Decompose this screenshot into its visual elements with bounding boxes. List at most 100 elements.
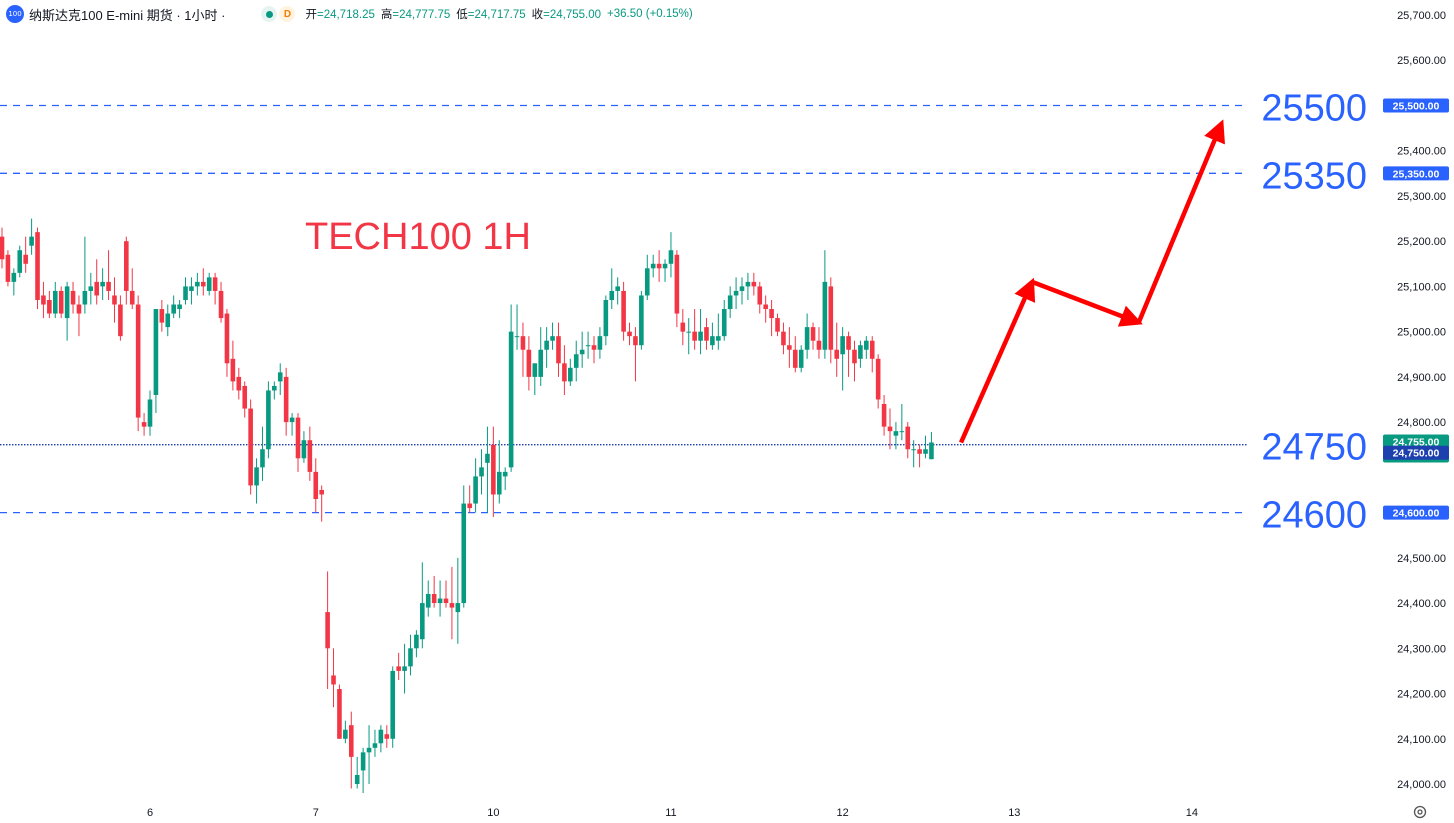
candle xyxy=(408,634,413,676)
candle xyxy=(864,336,869,359)
projection-arrows xyxy=(958,119,1225,444)
candle-body xyxy=(159,309,165,323)
chart-header: 100 纳斯达克100 E-mini 期货 · 1小时 · D 开=24,718… xyxy=(0,0,1380,28)
candle-body xyxy=(692,331,697,341)
candle xyxy=(283,367,289,436)
candle xyxy=(550,322,555,350)
candle xyxy=(781,322,786,355)
candle-body xyxy=(727,295,733,310)
projection-arrow xyxy=(958,277,1036,444)
level-tag-25350-text: 25,350.00 xyxy=(1393,168,1440,180)
candle-body xyxy=(520,336,526,350)
y-tick-label: 24,000.00 xyxy=(1397,779,1446,791)
candle xyxy=(514,304,520,350)
candle xyxy=(508,304,514,472)
level-tag-24600: 24,600.00 xyxy=(1383,505,1449,520)
candle-body xyxy=(496,471,502,495)
candle-body xyxy=(301,440,307,459)
candle xyxy=(135,295,141,432)
candle xyxy=(698,309,703,355)
candle xyxy=(615,277,620,305)
candle xyxy=(129,268,135,310)
candle xyxy=(242,381,248,418)
status-indicators: D xyxy=(261,6,297,22)
candle-body xyxy=(11,272,17,282)
candle xyxy=(437,580,443,617)
candle xyxy=(692,309,697,350)
candle-body xyxy=(804,327,810,350)
candle-body xyxy=(153,309,159,395)
level-label-25350: 25350 xyxy=(1261,155,1367,197)
market-open-indicator[interactable] xyxy=(261,6,278,22)
level-label-24750: 24750 xyxy=(1261,427,1367,469)
candle xyxy=(769,299,774,337)
candle-body xyxy=(710,336,715,346)
candle-body xyxy=(633,336,638,346)
candle xyxy=(721,299,727,341)
candle xyxy=(414,630,419,658)
candle xyxy=(899,404,905,441)
candle-body xyxy=(792,349,798,368)
candle-body xyxy=(810,327,816,341)
candle xyxy=(680,309,686,346)
candle-body xyxy=(656,263,662,269)
price-change: +36.50 (+0.15%) xyxy=(607,8,693,20)
candle xyxy=(656,250,662,282)
candle-body xyxy=(272,385,277,391)
candle xyxy=(798,345,804,373)
symbol-logo[interactable]: 100 xyxy=(6,5,24,23)
candle-body xyxy=(514,336,520,338)
candle-body xyxy=(390,670,396,739)
candle xyxy=(425,580,431,617)
x-tick-label: 11 xyxy=(665,807,676,819)
y-tick-label: 25,200.00 xyxy=(1397,236,1446,248)
candle xyxy=(118,295,123,341)
ohlc-low-value: =24,717.75 xyxy=(467,9,526,21)
candle xyxy=(35,227,40,310)
candle-body xyxy=(5,254,11,282)
candle-body xyxy=(556,336,561,364)
candle-body xyxy=(29,236,34,246)
level-label-24600: 24600 xyxy=(1261,495,1367,537)
projection-arrow xyxy=(1031,279,1143,327)
symbol-title[interactable]: 纳斯达克100 E-mini 期货 · 1小时 · xyxy=(29,7,226,23)
candle xyxy=(846,331,851,377)
candle xyxy=(177,299,182,319)
candle-body xyxy=(502,471,508,477)
candle-body xyxy=(609,290,615,300)
candle-body xyxy=(461,503,467,604)
candle-body xyxy=(313,471,319,500)
y-tick-label: 24,400.00 xyxy=(1397,598,1446,610)
candle-body xyxy=(893,431,899,436)
candle-body xyxy=(248,408,253,486)
candle xyxy=(100,268,105,300)
candle-body xyxy=(295,417,301,459)
candle xyxy=(443,580,449,608)
candle xyxy=(804,313,810,359)
candle-body xyxy=(76,304,82,314)
x-tick-label: 14 xyxy=(1186,807,1198,819)
gear-icon[interactable] xyxy=(1413,805,1427,819)
candle xyxy=(295,413,301,472)
candle xyxy=(331,648,336,708)
candle xyxy=(727,286,733,319)
candle xyxy=(266,381,271,459)
candle-body xyxy=(739,286,745,291)
candle xyxy=(206,272,212,296)
candle-body xyxy=(887,426,893,432)
session-badge[interactable]: D xyxy=(279,6,296,22)
candle xyxy=(337,684,342,739)
candle xyxy=(591,336,597,364)
ohlc-open-value: =24,718.25 xyxy=(316,9,375,21)
candle xyxy=(64,281,70,341)
candle-body xyxy=(129,290,135,305)
candle-body xyxy=(94,281,100,296)
candle-body xyxy=(881,404,887,427)
candle xyxy=(348,711,354,789)
ohlc-high: 高=24,777.75 xyxy=(381,6,450,22)
y-tick-label: 25,300.00 xyxy=(1397,191,1446,203)
level-tag-24750-text: 24,750.00 xyxy=(1393,448,1440,460)
candle xyxy=(674,250,680,328)
candle xyxy=(171,295,176,319)
